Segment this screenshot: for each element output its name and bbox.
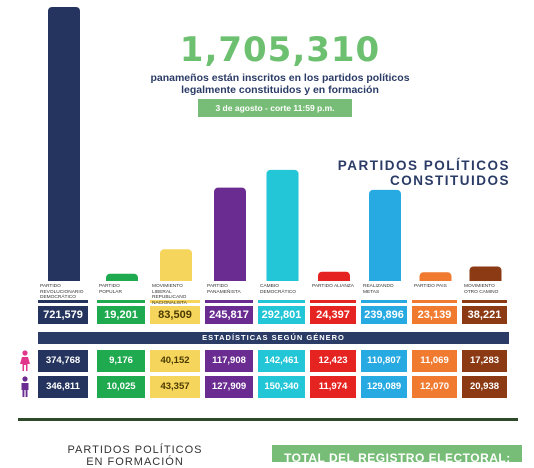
party-value-4: 245,817 [205, 306, 253, 324]
subtitle-line-2: legalmente constituidos y en formación [181, 84, 379, 96]
party-label-2: PARTIDO POPULAR [97, 281, 145, 303]
bar-chart [48, 7, 502, 282]
women-value-8: 11,069 [412, 350, 457, 372]
bar-2 [106, 273, 138, 282]
bar-9 [469, 266, 502, 282]
section-title-line-2: CONSTITUIDOS [389, 173, 510, 188]
party-value-9: 38,221 [462, 306, 507, 324]
party-label-9: MOVIMIENTO OTRO CAMINO [462, 281, 507, 303]
men-value-3: 43,357 [150, 376, 200, 398]
date-badge: 3 de agosto - corte 11:59 p.m. [198, 99, 352, 117]
men-value-5: 150,340 [258, 376, 305, 398]
in-formation-line-1: PARTIDOS POLÍTICOS [67, 444, 203, 456]
total-electoral-register: TOTAL DEL REGISTRO ELECTORAL: [272, 445, 522, 462]
party-value-3: 83,509 [150, 306, 200, 324]
bar-1 [48, 7, 80, 282]
in-formation-line-2: EN FORMACIÓN [86, 456, 184, 468]
male-icon [18, 376, 32, 398]
men-value-1: 346,811 [38, 376, 88, 398]
women-value-3: 40,152 [150, 350, 200, 372]
section-title-line-1: PARTIDOS POLÍTICOS [337, 158, 510, 173]
section-divider [18, 418, 518, 421]
women-value-5: 142,461 [258, 350, 305, 372]
gender-stats-title: ESTADÍSTICAS SEGÚN GÉNERO [38, 332, 509, 344]
men-value-7: 129,089 [361, 376, 407, 398]
men-value-8: 12,070 [412, 376, 457, 398]
men-value-9: 20,938 [462, 376, 507, 398]
party-label-5: CAMBIO DEMOCRÁTICO [258, 281, 305, 303]
female-icon [18, 350, 32, 372]
bar-8 [419, 272, 452, 282]
bar-5 [266, 169, 299, 282]
bar-7 [369, 189, 401, 282]
party-label-1: PARTIDO REVOLUCIONARIO DEMOCRÁTICO [38, 281, 88, 303]
men-value-2: 10,025 [97, 376, 145, 398]
bar-4 [214, 187, 246, 282]
subtitle-line-1: panameños están inscritos en los partido… [150, 72, 410, 84]
party-value-6: 24,397 [310, 306, 356, 324]
total-registered: 1,705,310 [179, 30, 381, 70]
party-label-6: PARTIDO ALIANZA [310, 281, 356, 303]
bar-3 [160, 249, 192, 282]
party-value-7: 239,896 [361, 306, 407, 324]
party-label-4: PARTIDO PANAMEÑISTA [205, 281, 253, 303]
men-value-6: 11,974 [310, 376, 356, 398]
party-label-7: REALIZANDO METAS [361, 281, 407, 303]
party-value-5: 292,801 [258, 306, 305, 324]
women-value-6: 12,423 [310, 350, 356, 372]
party-value-2: 19,201 [97, 306, 145, 324]
women-value-7: 110,807 [361, 350, 407, 372]
women-value-1: 374,768 [38, 350, 88, 372]
party-value-1: 721,579 [38, 306, 88, 324]
party-label-3: MOVIMIENTO LIBERAL REPUBLICANO NACIONALI… [150, 281, 200, 306]
party-label-8: PARTIDO PAIS [412, 281, 457, 303]
bar-6 [318, 271, 350, 282]
women-value-9: 17,283 [462, 350, 507, 372]
party-value-8: 23,139 [412, 306, 457, 324]
women-value-4: 117,908 [205, 350, 253, 372]
men-value-4: 127,909 [205, 376, 253, 398]
women-value-2: 9,176 [97, 350, 145, 372]
in-formation-title: PARTIDOS POLÍTICOS EN FORMACIÓN [60, 444, 210, 468]
